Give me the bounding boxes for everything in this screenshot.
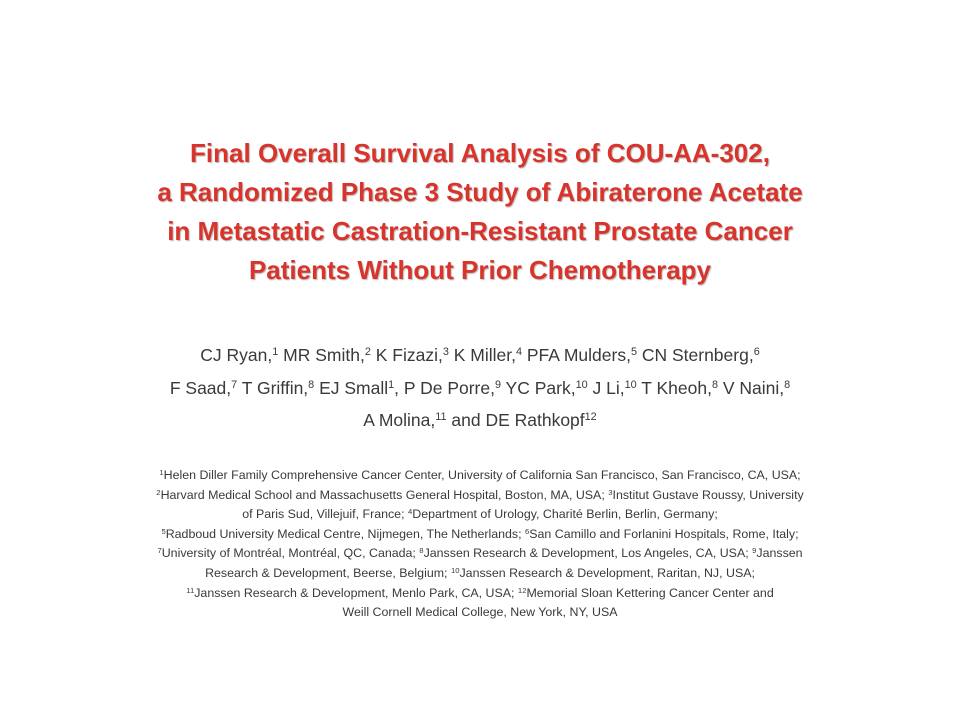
affiliation-number: 8 [711,378,718,391]
affiliation-line: 5Radboud University Medical Centre, Nijm… [20,525,940,545]
affiliation-number: 12 [517,585,527,595]
affiliation-number: 1 [159,467,164,477]
slide-title: Final Overall Survival Analysis of COU-A… [40,134,920,290]
affiliation-line: 11Janssen Research & Development, Menlo … [20,584,940,604]
affiliation-number: 10 [450,565,460,575]
affiliation-line-text: Weill Cornell Medical College, New York,… [342,605,618,620]
author-line-text: PFA Mulders, [522,345,631,365]
author-line-text: T Griffin, [237,377,309,398]
author-line-text: F Saad, [169,377,232,398]
affiliation-number: 4 [515,346,522,359]
author-line-text: MR Smith, [278,345,365,365]
author-line: F Saad,7 T Griffin,8 EJ Small1, P De Por… [20,372,940,405]
affiliation-list: 1Helen Diller Family Comprehensive Cance… [20,466,940,623]
affiliation-line: 1Helen Diller Family Comprehensive Cance… [20,466,940,486]
affiliation-number: 10 [624,378,637,391]
affiliation-line: 2Harvard Medical School and Massachusett… [20,486,940,506]
author-line: A Molina,11 and DE Rathkopf12 [20,404,940,437]
author-line-text: EJ Small [314,377,389,398]
affiliation-line-text: San Camillo and Forlanini Hospitals, Rom… [529,526,799,541]
slide-title-line: Patients Without Prior Chemotherapy [248,255,712,285]
affiliation-line-text: Janssen Research & Development, Menlo Pa… [194,585,518,600]
affiliation-number: 11 [186,585,195,595]
affiliation-number: 3 [442,346,449,359]
author-line-text: CJ Ryan, [200,345,273,365]
slide-title-line: Final Overall Survival Analysis of COU-A… [190,138,770,168]
affiliation-line-text: Memorial Sloan Kettering Cancer Center a… [526,585,774,600]
affiliation-line-text: Radboud University Medical Centre, Nijme… [165,526,525,541]
slide-title-line: in Metastatic Castration-Resistant Prost… [167,216,793,246]
affiliation-number: 6 [525,526,530,536]
affiliation-number: 8 [308,378,315,391]
author-line-text: CN Sternberg, [636,345,754,365]
affiliation-number: 6 [753,346,760,359]
affiliation-number: 1 [388,378,395,391]
affiliation-number: 10 [575,378,588,391]
affiliation-number: 9 [494,378,502,391]
affiliation-number: 8 [784,378,791,391]
affiliation-line-text: Research & Development, Beerse, Belgium; [205,565,451,580]
affiliation-number: 11 [435,411,447,424]
affiliation-line-text: Harvard Medical School and Massachusetts… [160,487,609,502]
affiliation-number: 9 [752,546,757,556]
author-line-text: T Kheoh, [636,377,712,398]
affiliation-line-text: Janssen Research & Development, Los Ange… [423,546,753,561]
author-line-text: K Miller, [448,345,516,365]
affiliation-line: Research & Development, Beerse, Belgium;… [20,564,940,584]
author-line-text: J Li, [587,377,625,398]
affiliation-line-text: of Paris Sud, Villejuif, France; [242,507,408,522]
slide-title-line: a Randomized Phase 3 Study of Abirateron… [157,177,803,207]
affiliation-line-text: Janssen [756,546,803,561]
affiliation-line-text: Department of Urology, Charité Berlin, B… [412,507,718,522]
affiliation-number: 2 [364,346,371,359]
affiliation-line-text: University of Montréal, Montréal, QC, Ca… [161,546,420,561]
author-line-text: K Fizazi, [370,345,443,365]
affiliation-number: 12 [584,411,597,424]
author-line: CJ Ryan,1 MR Smith,2 K Fizazi,3 K Miller… [20,339,940,372]
affiliation-number: 1 [272,346,279,359]
affiliation-line: 7University of Montréal, Montréal, QC, C… [20,544,940,564]
affiliation-number: 8 [419,546,424,556]
author-line-text: and DE Rathkopf [446,410,585,430]
affiliation-number: 7 [157,546,162,556]
author-line-text: A Molina, [363,410,436,430]
affiliation-line-text: Institut Gustave Roussy, University [612,487,804,502]
affiliation-number: 5 [630,346,637,359]
author-line-text: YC Park, [501,377,576,398]
affiliation-line: Weill Cornell Medical College, New York,… [20,603,940,623]
affiliation-line: of Paris Sud, Villejuif, France; 4Depart… [20,505,940,525]
affiliation-number: 2 [156,487,161,497]
author-line-text: , P De Porre, [394,377,495,398]
affiliation-number: 7 [231,378,238,391]
affiliation-line-text: Helen Diller Family Comprehensive Cancer… [163,468,801,482]
author-line-text: V Naini, [717,377,785,398]
author-list: CJ Ryan,1 MR Smith,2 K Fizazi,3 K Miller… [20,339,940,437]
affiliation-number: 5 [161,526,166,536]
affiliation-line-text: Janssen Research & Development, Raritan,… [459,565,755,580]
affiliation-number: 4 [407,506,413,516]
affiliation-number: 3 [608,487,613,497]
